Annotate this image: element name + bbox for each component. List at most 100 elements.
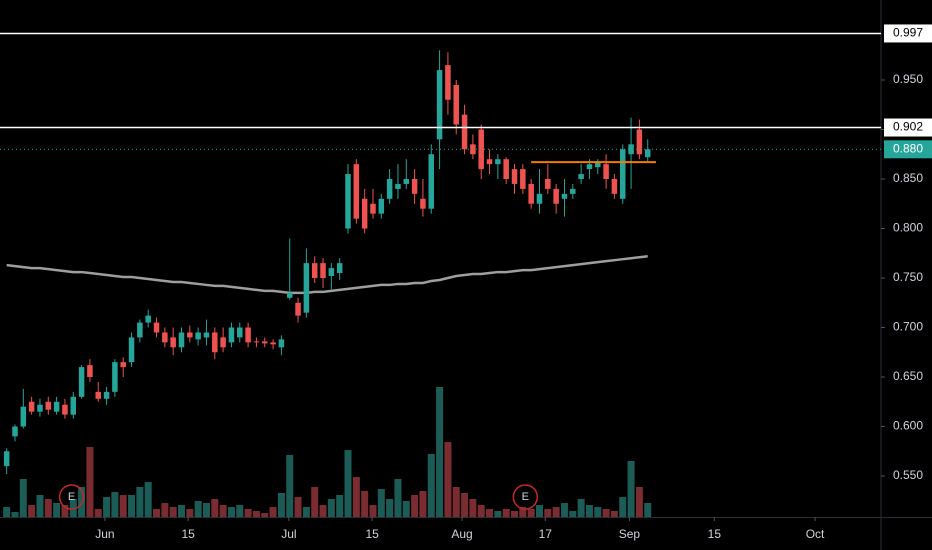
candle-body (270, 342, 276, 345)
candle-body (12, 426, 18, 437)
candle-body (311, 263, 318, 279)
candle-body (286, 292, 293, 298)
candle-body (237, 327, 243, 338)
candle-body (53, 401, 60, 412)
volume-bar (28, 505, 36, 517)
y-tick-label: 0.550 (893, 468, 923, 482)
candle-body (162, 332, 168, 343)
candle-body (262, 341, 268, 344)
candle-body (253, 341, 260, 343)
volume-bar (552, 507, 560, 517)
volume-bar (119, 495, 127, 517)
candle-body (361, 198, 368, 229)
candle-body (386, 178, 393, 199)
candle-body (478, 129, 484, 170)
volume-bar (302, 507, 310, 517)
candle-body (528, 183, 534, 204)
candle-body (228, 327, 235, 343)
volume-bar (602, 509, 610, 517)
volume-bar (61, 505, 69, 517)
candle-body (103, 391, 110, 399)
volume-bar (3, 507, 11, 517)
x-tick-label: Oct (806, 527, 825, 541)
candle-body (320, 263, 326, 279)
volume-bar (153, 509, 161, 517)
volume-bar (236, 505, 244, 517)
volume-bar (610, 511, 618, 517)
candle-body (586, 164, 593, 170)
candle-body (212, 332, 218, 353)
candle-body (545, 178, 551, 189)
volume-bar (619, 497, 627, 517)
volume-bar (78, 487, 86, 517)
x-tick-label: Jul (281, 527, 296, 541)
y-tick-label: 0.750 (893, 270, 923, 284)
candle-body (611, 178, 618, 194)
candle-body (370, 203, 376, 214)
volume-bar (227, 507, 235, 517)
volume-bar (202, 503, 210, 517)
candle-body (461, 114, 468, 150)
candle-body (603, 164, 609, 179)
candle-body (220, 337, 226, 348)
candle-body (644, 149, 651, 158)
volume-bar (635, 487, 643, 517)
x-tick-label: 15 (181, 527, 195, 541)
candle-body (195, 332, 201, 340)
level-label: 0.997 (893, 26, 923, 40)
earnings-marker (512, 484, 539, 510)
volume-bar (502, 509, 510, 517)
volume-bar (569, 511, 577, 517)
x-tick-label: Sep (619, 527, 641, 541)
x-tick-label: Jun (95, 527, 114, 541)
y-tick-label: 0.700 (893, 320, 923, 334)
candle-body (95, 391, 101, 399)
volume-bar (436, 387, 444, 517)
volume-bar (594, 507, 602, 517)
candle-body (137, 322, 143, 338)
candle-body (28, 401, 35, 412)
volume-bar (111, 492, 119, 517)
volume-bar (252, 511, 260, 517)
candle-body (495, 159, 501, 165)
candle-body (328, 268, 335, 277)
candle-body (45, 401, 52, 410)
volume-bar (627, 461, 635, 517)
candle-body (187, 332, 193, 338)
volume-bar (244, 509, 252, 517)
volume-bar (144, 482, 152, 517)
level-label-box (884, 24, 932, 43)
volume-bar (277, 493, 285, 517)
candle-body (278, 339, 285, 348)
y-tick-label: 0.850 (893, 171, 923, 185)
x-tick-label: 15 (365, 527, 379, 541)
candle-body (453, 84, 459, 125)
volume-bar (411, 495, 419, 517)
candle-body (411, 178, 418, 194)
y-tick-label: 0.800 (893, 221, 923, 235)
volume-bar (585, 505, 593, 517)
candle-body (295, 302, 301, 316)
candle-body (595, 161, 601, 168)
volume-bar (511, 511, 519, 517)
volume-bar (36, 495, 44, 517)
candle-body (395, 183, 401, 189)
volume-bar (94, 509, 102, 517)
volume-bar (53, 503, 61, 517)
y-tick-label: 0.600 (893, 419, 923, 433)
volume-bar (186, 509, 194, 517)
candle-body (303, 263, 310, 313)
candle-body (536, 193, 543, 204)
candle-body (403, 178, 410, 184)
moving-average (6, 254, 648, 295)
volume-bar (469, 499, 477, 517)
volume-bar (177, 505, 185, 517)
volume-bar (128, 495, 136, 517)
candle-body (336, 263, 343, 274)
volume-bar (377, 489, 385, 517)
volume-bar (294, 497, 302, 517)
candle-body (20, 406, 27, 427)
volume-bar (19, 479, 27, 517)
